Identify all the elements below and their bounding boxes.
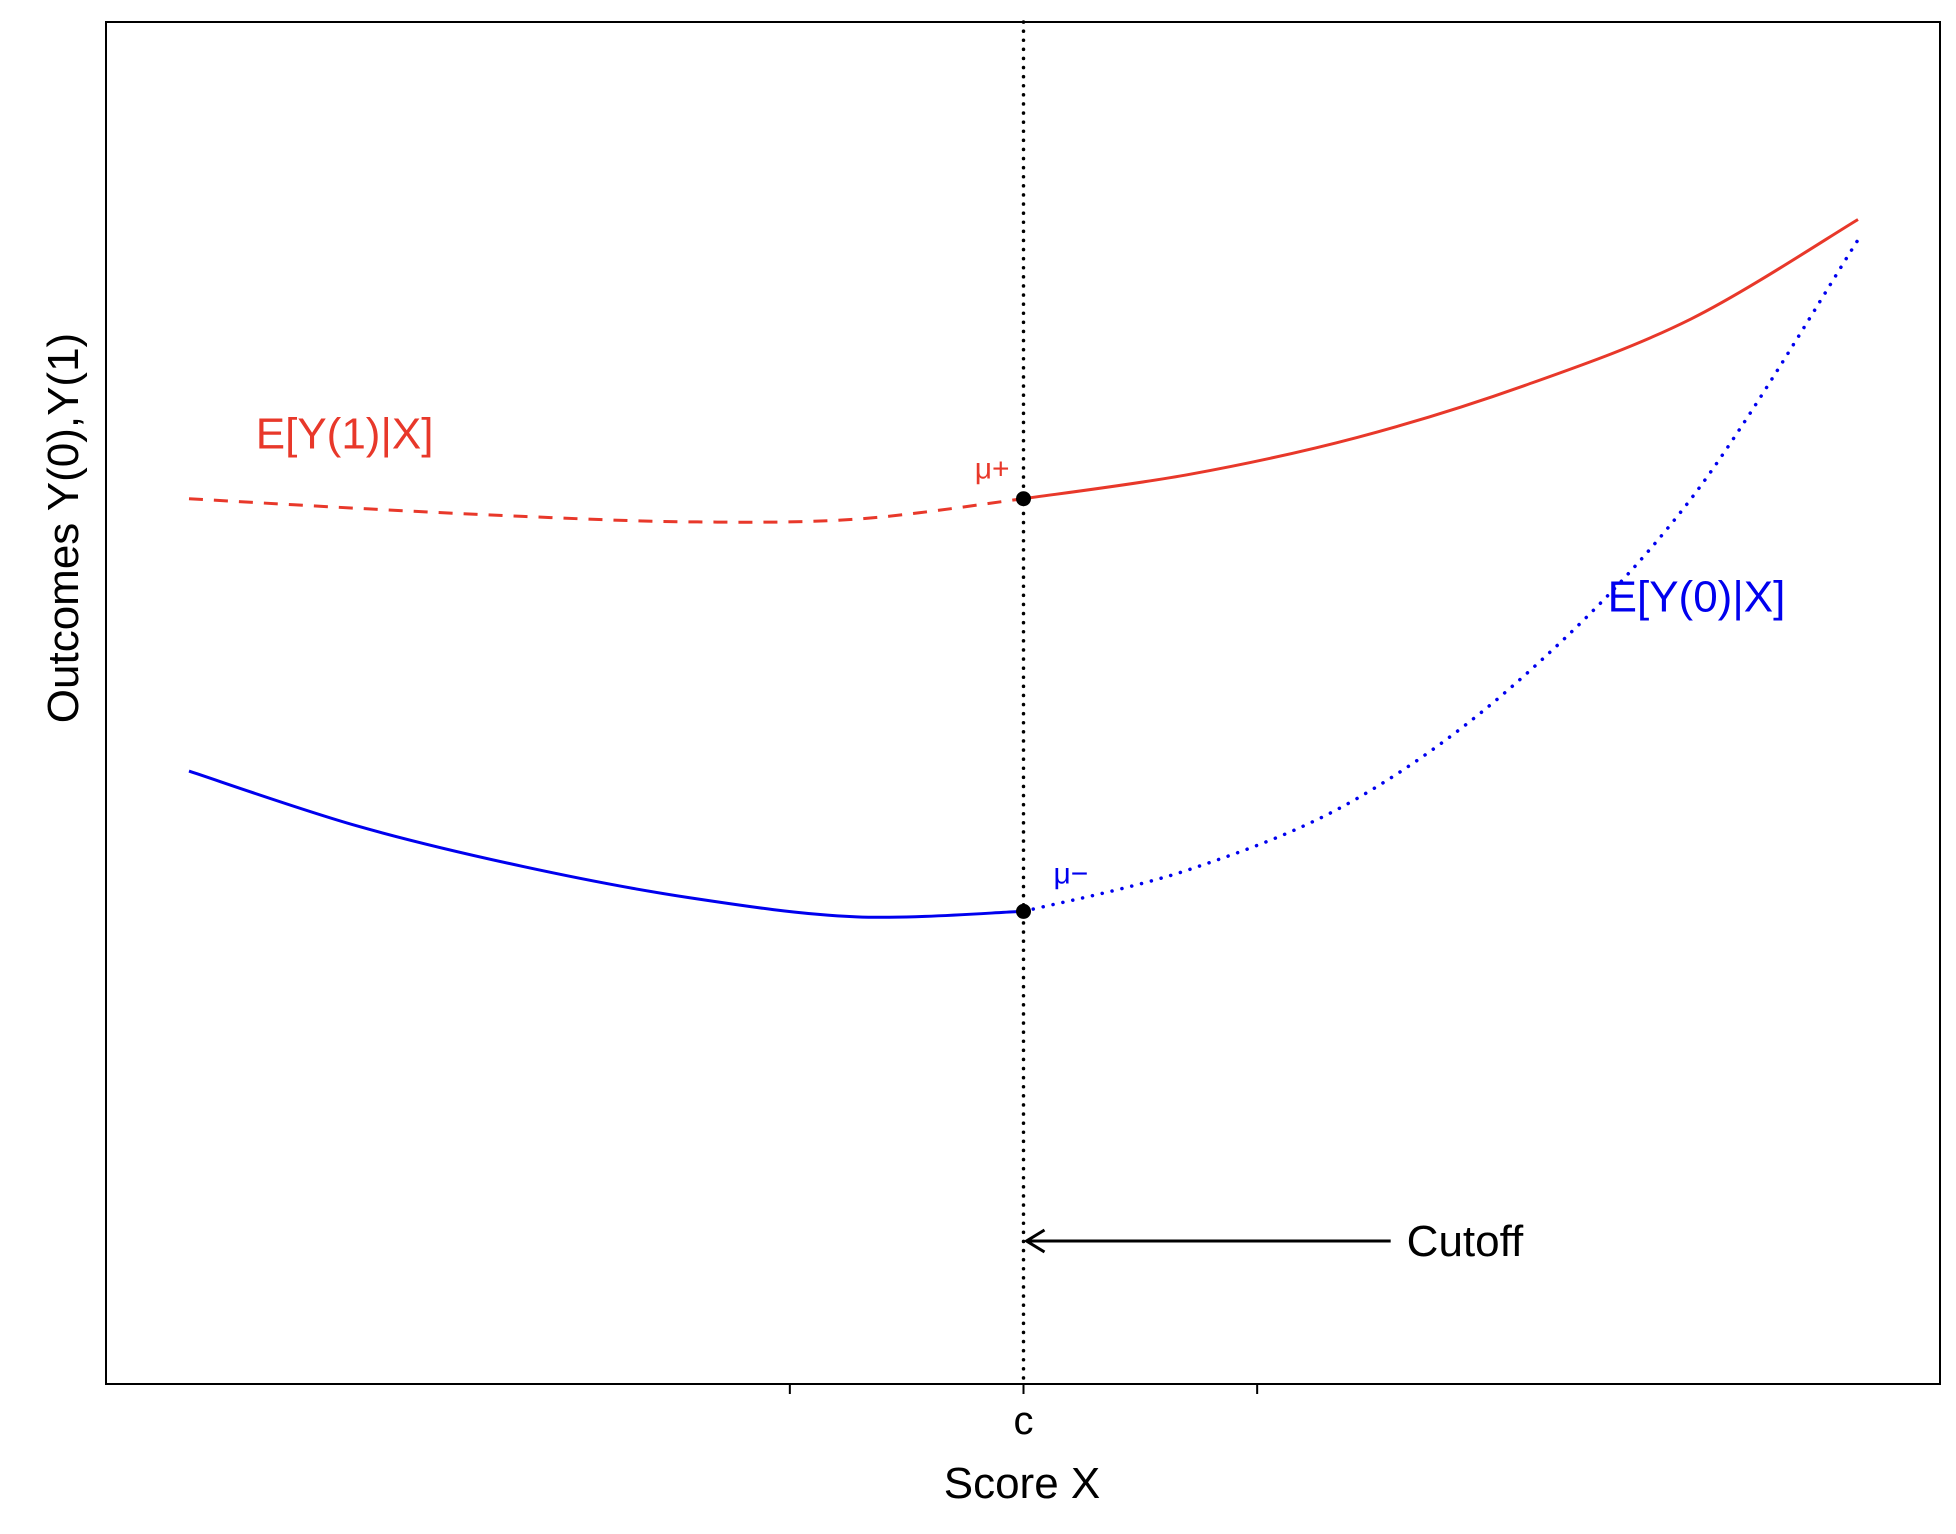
series-1-dotted-curve	[1021, 238, 1860, 914]
mu-point-1	[1016, 903, 1031, 919]
y-axis-label: Outcomes Y(0),Y(1)	[39, 333, 88, 723]
cutoff-arrowhead	[1023, 1228, 1046, 1254]
series-1-solid-curve	[188, 769, 1024, 919]
cutoff-annotation: Cutoff	[1407, 1217, 1524, 1266]
series-label-0: E[Y(1)|X]	[256, 409, 434, 458]
series-label-1: E[Y(0)|X]	[1608, 573, 1786, 622]
mu-label-0: μ+	[975, 453, 1010, 486]
mu-label-1: μ−	[1054, 857, 1089, 890]
mu-point-0	[1016, 491, 1031, 507]
x-tick-label-1: c	[1014, 1399, 1034, 1443]
series-0-solid-curve	[1023, 218, 1859, 501]
series-0-dashed-curve	[188, 497, 1024, 524]
x-axis-label: Score X	[944, 1459, 1101, 1508]
